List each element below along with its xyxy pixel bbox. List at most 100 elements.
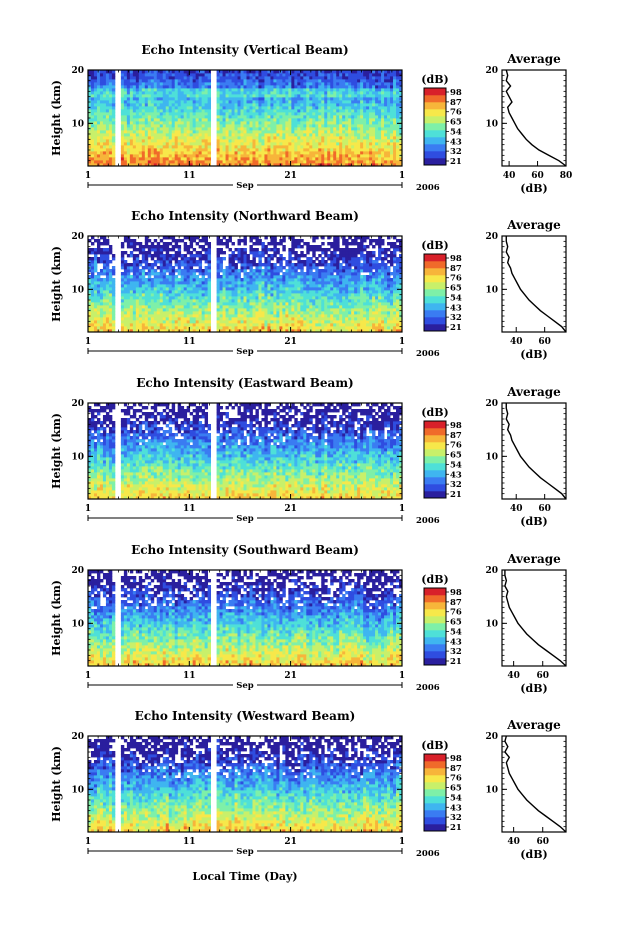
- heatmap-cell: [120, 73, 125, 77]
- heatmap-cell: [204, 76, 209, 80]
- heatmap-cell: [171, 124, 176, 128]
- heatmap-cell: [306, 100, 310, 104]
- heatmap-cell: [162, 296, 167, 300]
- heatmap-cell: [180, 154, 185, 158]
- heatmap-cell: [357, 157, 361, 161]
- heatmap-cell: [144, 118, 149, 122]
- heatmap-cell: [186, 248, 191, 252]
- heatmap-cell: [108, 118, 113, 122]
- heatmap-cell: [186, 76, 191, 80]
- heatmap-cell: [99, 121, 104, 125]
- heatmap-cell: [132, 112, 137, 116]
- heatmap-cell: [267, 79, 271, 83]
- heatmap-cell: [318, 163, 322, 167]
- heatmap-cell: [291, 130, 295, 134]
- heatmap-cell: [186, 257, 191, 261]
- heatmap-cell: [132, 145, 137, 149]
- heatmap-cell: [216, 320, 220, 324]
- heatmap-cell: [105, 106, 110, 110]
- heatmap-cell: [339, 79, 343, 83]
- heatmap-cell: [249, 266, 253, 270]
- heatmap-cell: [390, 88, 394, 92]
- heatmap-cell: [270, 160, 274, 164]
- heatmap-cell: [96, 287, 101, 291]
- heatmap-cell: [177, 148, 182, 152]
- heatmap-cell: [105, 73, 110, 77]
- heatmap-cell: [321, 76, 325, 80]
- heatmap-cell: [309, 124, 313, 128]
- heatmap-cell: [177, 136, 182, 140]
- heatmap-cell: [198, 305, 203, 309]
- heatmap-cell: [237, 100, 241, 104]
- heatmap-cell: [273, 79, 277, 83]
- heatmap-cell: [327, 82, 331, 86]
- colorbar-tick-label: 54: [450, 127, 462, 137]
- heatmap-cell: [123, 260, 128, 264]
- heatmap-cell: [204, 269, 209, 273]
- heatmap-cell: [372, 145, 376, 149]
- heatmap-cell: [234, 142, 238, 146]
- heatmap-cell: [369, 109, 373, 113]
- heatmap-cell: [255, 121, 259, 125]
- heatmap-cell: [285, 115, 289, 119]
- heatmap-cell: [90, 124, 95, 128]
- heatmap-cell: [282, 82, 286, 86]
- heatmap-cell: [108, 103, 113, 107]
- heatmap-cell: [156, 287, 161, 291]
- heatmap-cell: [222, 287, 226, 291]
- heatmap-cell: [240, 239, 244, 243]
- heatmap-cell: [120, 112, 125, 116]
- heatmap-cell: [219, 151, 223, 155]
- heatmap-cell: [243, 151, 247, 155]
- heatmap-cell: [144, 242, 149, 246]
- heatmap-cell: [339, 115, 343, 119]
- heatmap-cell: [216, 287, 220, 291]
- heatmap-cell: [384, 121, 388, 125]
- heatmap-cell: [204, 323, 209, 327]
- heatmap-cell: [168, 320, 173, 324]
- heatmap-cell: [354, 70, 358, 74]
- heatmap-cell: [99, 323, 104, 327]
- heatmap-cell: [153, 260, 158, 264]
- heatmap-cell: [102, 118, 107, 122]
- heatmap-cell: [294, 127, 298, 131]
- heatmap-cell: [345, 115, 349, 119]
- heatmap-cell: [153, 293, 158, 297]
- heatmap-cell: [255, 97, 259, 101]
- heatmap-cell: [279, 106, 283, 110]
- heatmap-cell: [318, 94, 322, 98]
- heatmap-cell: [88, 251, 92, 255]
- heatmap-cell: [384, 85, 388, 89]
- heatmap-cell: [177, 272, 182, 276]
- heatmap-cell: [342, 103, 346, 107]
- heatmap-cell: [141, 118, 146, 122]
- heatmap-cell: [285, 85, 289, 89]
- heatmap-cell: [330, 100, 334, 104]
- heatmap-cell: [99, 272, 104, 276]
- heatmap-cell: [90, 257, 95, 261]
- heatmap-cell: [384, 148, 388, 152]
- heatmap-cell: [345, 136, 349, 140]
- heatmap-cell: [225, 154, 229, 158]
- heatmap-cell: [375, 112, 379, 116]
- heatmap-cell: [183, 323, 188, 327]
- heatmap-cell: [126, 242, 131, 246]
- heatmap-cell: [138, 290, 143, 294]
- heatmap-cell: [285, 148, 289, 152]
- heatmap-cell: [390, 118, 394, 122]
- heatmap-cell: [306, 142, 310, 146]
- heatmap-cell: [276, 154, 280, 158]
- heatmap-cell: [183, 290, 188, 294]
- heatmap-cell: [246, 91, 250, 95]
- heatmap-cell: [192, 257, 197, 261]
- heatmap-cell: [135, 133, 140, 137]
- heatmap-cell: [93, 115, 98, 119]
- heatmap-cell: [90, 290, 95, 294]
- heatmap-cell: [261, 139, 265, 143]
- heatmap-cell: [198, 91, 203, 95]
- heatmap-cell: [123, 296, 128, 300]
- heatmap-cell: [204, 278, 209, 282]
- heatmap-cell: [135, 115, 140, 119]
- heatmap-cell: [222, 242, 226, 246]
- heatmap-cell: [183, 314, 188, 318]
